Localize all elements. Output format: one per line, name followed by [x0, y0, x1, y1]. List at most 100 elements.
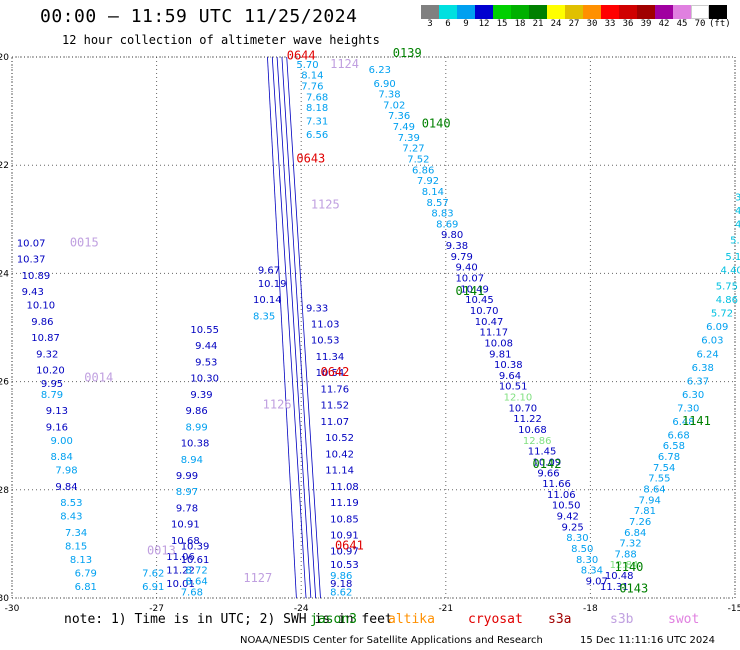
- swh-value-label: 6.91: [142, 582, 164, 593]
- legend-bin-label: 45: [676, 19, 688, 29]
- swh-value-label: 8.94: [181, 455, 203, 466]
- swh-value-label: 5.67: [730, 236, 740, 247]
- swh-value-label: 6.37: [687, 376, 709, 387]
- swh-value-label: 6.30: [682, 390, 704, 401]
- swh-value-label: 8.72: [186, 566, 208, 577]
- swh-value-label: 11.66: [542, 479, 571, 490]
- swh-value-label: 10.53: [311, 336, 340, 347]
- track-time-label: 0014: [84, 371, 113, 385]
- swh-value-label: 10.07: [455, 274, 484, 285]
- swh-value-label: 10.30: [190, 374, 219, 385]
- swh-value-label: 5.75: [716, 282, 738, 293]
- generation-timestamp: 15 Dec 11:11:16 UTC 2024: [580, 635, 715, 646]
- legend-swatch: [457, 5, 475, 19]
- swh-value-label: 8.64: [186, 576, 208, 587]
- legend-swatch: [421, 5, 439, 19]
- track-time-label: 0644: [287, 49, 316, 63]
- mission-label-s3b: s3b: [610, 612, 634, 627]
- swh-value-label: 10.38: [494, 360, 523, 371]
- legend-bin-label: 27: [568, 19, 580, 29]
- swh-value-label: 9.79: [451, 252, 473, 263]
- lat-tick-label: -28: [0, 486, 9, 496]
- mission-label-altika: altika: [388, 612, 435, 627]
- swh-value-label: 10.48: [605, 571, 634, 582]
- swh-value-label: 5.10: [725, 252, 740, 263]
- map-frame: [11, 56, 736, 599]
- swh-value-label: 8.18: [306, 103, 328, 114]
- swh-value-label: 8.35: [253, 311, 275, 322]
- swh-value-label: 9.33: [306, 303, 328, 314]
- track-time-label: 0013: [147, 544, 176, 558]
- legend-swatch: [655, 5, 673, 19]
- swh-value-label: 10.42: [325, 449, 354, 460]
- track-time-label: 0142: [533, 457, 562, 471]
- swh-value-label: 10.09: [533, 457, 562, 468]
- swh-value-label: 10.47: [475, 317, 504, 328]
- legend-bin-label: 24: [550, 19, 562, 29]
- swh-value-label: 11.19: [330, 498, 359, 509]
- swh-value-label: 9.18: [330, 579, 352, 590]
- legend-bin-label: 70: [694, 19, 706, 29]
- swh-value-label: 10.10: [26, 301, 55, 312]
- swh-value-label: 6.56: [306, 130, 328, 141]
- swh-value-label: 7.34: [65, 528, 87, 539]
- track-time-label: 1140: [615, 560, 644, 574]
- footnote: note: 1) Time is in UTC; 2) SWH is in fe…: [64, 612, 393, 627]
- page-subtitle: 12 hour collection of altimeter wave hei…: [62, 33, 380, 47]
- track-time-label: 0141: [455, 284, 484, 298]
- swh-value-label: 10.07: [17, 238, 46, 249]
- swh-value-label: 6.86: [412, 165, 434, 176]
- swh-value-label: 8.50: [571, 544, 593, 555]
- swh-value-label: 8.62: [330, 587, 352, 598]
- swh-value-label: 7.26: [629, 517, 651, 528]
- swh-value-label: 7.94: [639, 495, 661, 506]
- swh-value-label: 10.45: [465, 295, 494, 306]
- legend-unit-label: (ft): [709, 19, 731, 29]
- swh-value-label: 9.25: [561, 522, 583, 533]
- swh-value-label: 10.52: [325, 433, 354, 444]
- swh-value-label: 9.07: [586, 576, 608, 587]
- swh-value-label: 11.06: [547, 490, 576, 501]
- satellite-track-line: [286, 56, 321, 599]
- swh-value-label: 11.06: [166, 552, 195, 563]
- credit-text: NOAA/NESDIS Center for Satellite Applica…: [240, 635, 543, 646]
- swh-value-label: 10.55: [190, 325, 219, 336]
- swh-value-label: 8.15: [65, 541, 87, 552]
- satellite-track-line: [276, 56, 312, 599]
- swh-value-label: 11.31: [600, 582, 629, 593]
- legend-bin-label: 18: [514, 19, 526, 29]
- swh-value-label: 6.78: [658, 452, 680, 463]
- lat-tick-label: -22: [0, 161, 9, 171]
- swh-value-label: 8.30: [566, 533, 588, 544]
- swh-value-label: 7.55: [648, 474, 670, 485]
- swh-value-label: 4.9: [735, 219, 740, 230]
- swh-value-label: 10.97: [330, 547, 359, 558]
- swh-value-label: 7.76: [301, 81, 323, 92]
- swh-value-label: 7.68: [181, 587, 203, 598]
- track-time-label: 1126: [263, 398, 292, 412]
- swh-value-label: 11.17: [480, 328, 509, 339]
- legend-swatch: [493, 5, 511, 19]
- swh-value-label: 4.4: [735, 206, 740, 217]
- swh-value-label: 6.03: [701, 336, 723, 347]
- swh-value-label: 10.61: [181, 555, 210, 566]
- swh-value-label: 7.54: [653, 463, 675, 474]
- swh-value-label: 9.84: [55, 482, 77, 493]
- swh-value-label: 10.68: [171, 536, 200, 547]
- swh-value-label: 6.79: [75, 568, 97, 579]
- swh-value-label: 7.32: [619, 539, 641, 550]
- swh-value-label: 4.86: [716, 295, 738, 306]
- swh-value-label: 6.84: [624, 528, 646, 539]
- legend-bin-label: 33: [604, 19, 616, 29]
- swh-value-label: 3: [735, 192, 740, 203]
- mission-label-jason3: jason3: [310, 612, 357, 627]
- legend-bin-label: 12: [478, 19, 490, 29]
- legend-swatch: [637, 5, 655, 19]
- swh-value-label: 10.51: [499, 382, 528, 393]
- swh-value-label: 8.14: [422, 187, 444, 198]
- swh-value-label: 8.34: [581, 566, 603, 577]
- swh-value-label: 9.13: [46, 406, 68, 417]
- legend-swatch: [601, 5, 619, 19]
- lon-tick-label: -15: [728, 604, 740, 614]
- swh-value-label: 5.70: [296, 60, 318, 71]
